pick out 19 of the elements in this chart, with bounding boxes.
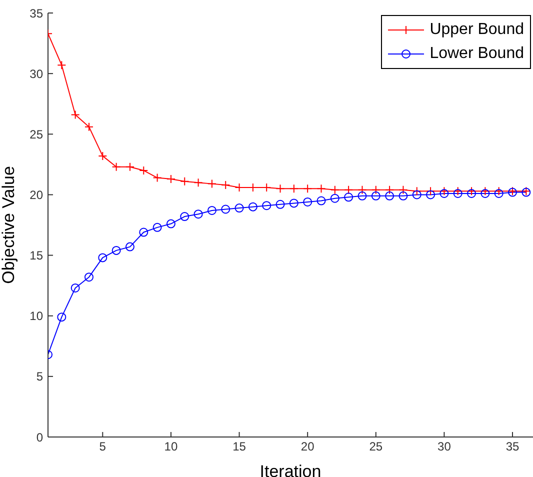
legend-label: Lower Bound bbox=[430, 45, 524, 63]
x-tick-label: 15 bbox=[232, 440, 246, 454]
y-axis-title: Objective Value bbox=[0, 166, 18, 284]
x-tick-label: 30 bbox=[438, 440, 452, 454]
y-tick-label: 25 bbox=[30, 127, 44, 142]
x-axis-title: Iteration bbox=[260, 462, 322, 477]
x-tick-label: 25 bbox=[369, 440, 383, 454]
y-tick-label: 10 bbox=[30, 309, 44, 324]
y-tick-label: 0 bbox=[36, 430, 44, 444]
x-tick-label: 5 bbox=[99, 440, 106, 454]
x-tick-label: 35 bbox=[506, 440, 520, 454]
y-tick-label: 15 bbox=[30, 248, 44, 263]
y-tick-label: 30 bbox=[30, 66, 44, 81]
x-tick-label: 10 bbox=[164, 440, 178, 454]
legend-label: Upper Bound bbox=[430, 21, 524, 39]
x-tick-label: 20 bbox=[300, 440, 315, 454]
y-tick-label: 35 bbox=[30, 6, 44, 20]
y-tick-label: 5 bbox=[36, 370, 44, 384]
y-tick-label: 20 bbox=[30, 188, 44, 202]
